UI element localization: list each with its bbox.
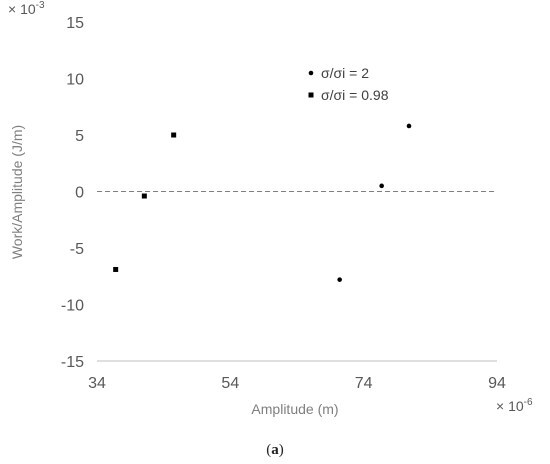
x-tick-label: 94	[488, 375, 506, 392]
legend-marker-square	[308, 92, 314, 98]
x-tick-label: 74	[355, 375, 373, 392]
y-tick-label: 0	[75, 185, 84, 202]
data-point-series-1	[379, 183, 384, 189]
data-point-series-1	[406, 123, 412, 129]
y-tick-label: -15	[61, 354, 84, 371]
y-axis-title: Work/Amplitude (J/m)	[9, 125, 25, 259]
x-tick-label: 34	[88, 375, 106, 392]
legend: σ/σi = 2 σ/σi = 0.98	[308, 65, 389, 103]
data-point-series-2	[171, 132, 177, 138]
y-multiplier-base: × 10	[8, 1, 36, 17]
figure-caption: (a)	[266, 442, 284, 458]
y-tick-label: -5	[70, 241, 84, 258]
data-points	[113, 123, 412, 282]
y-multiplier: × 10-3	[8, 0, 45, 17]
y-multiplier-exponent: -3	[36, 0, 45, 11]
x-multiplier: × 10-6	[496, 397, 533, 414]
x-tick-label: 54	[221, 375, 239, 392]
y-tick-label: 10	[66, 72, 84, 89]
y-tick-label: -10	[61, 298, 84, 315]
x-multiplier-exponent: -6	[524, 397, 533, 408]
x-tick-labels: 34 54 74 94	[88, 375, 506, 392]
y-tick-label: 5	[75, 128, 84, 145]
data-point-series-1	[337, 277, 342, 282]
data-point-series-2	[141, 193, 147, 199]
x-multiplier-base: × 10	[496, 398, 524, 414]
y-tick-labels: 15 10 5 0 -5 -10 -15	[61, 15, 84, 371]
legend-label-series-2: σ/σi = 0.98	[321, 87, 389, 103]
y-tick-label: 15	[66, 15, 84, 32]
legend-marker-circle	[308, 70, 314, 76]
data-point-series-2	[113, 266, 119, 272]
x-axis-title: Amplitude (m)	[251, 401, 338, 417]
figure-caption-letter: a	[271, 442, 279, 458]
legend-label-series-1: σ/σi = 2	[321, 65, 369, 81]
